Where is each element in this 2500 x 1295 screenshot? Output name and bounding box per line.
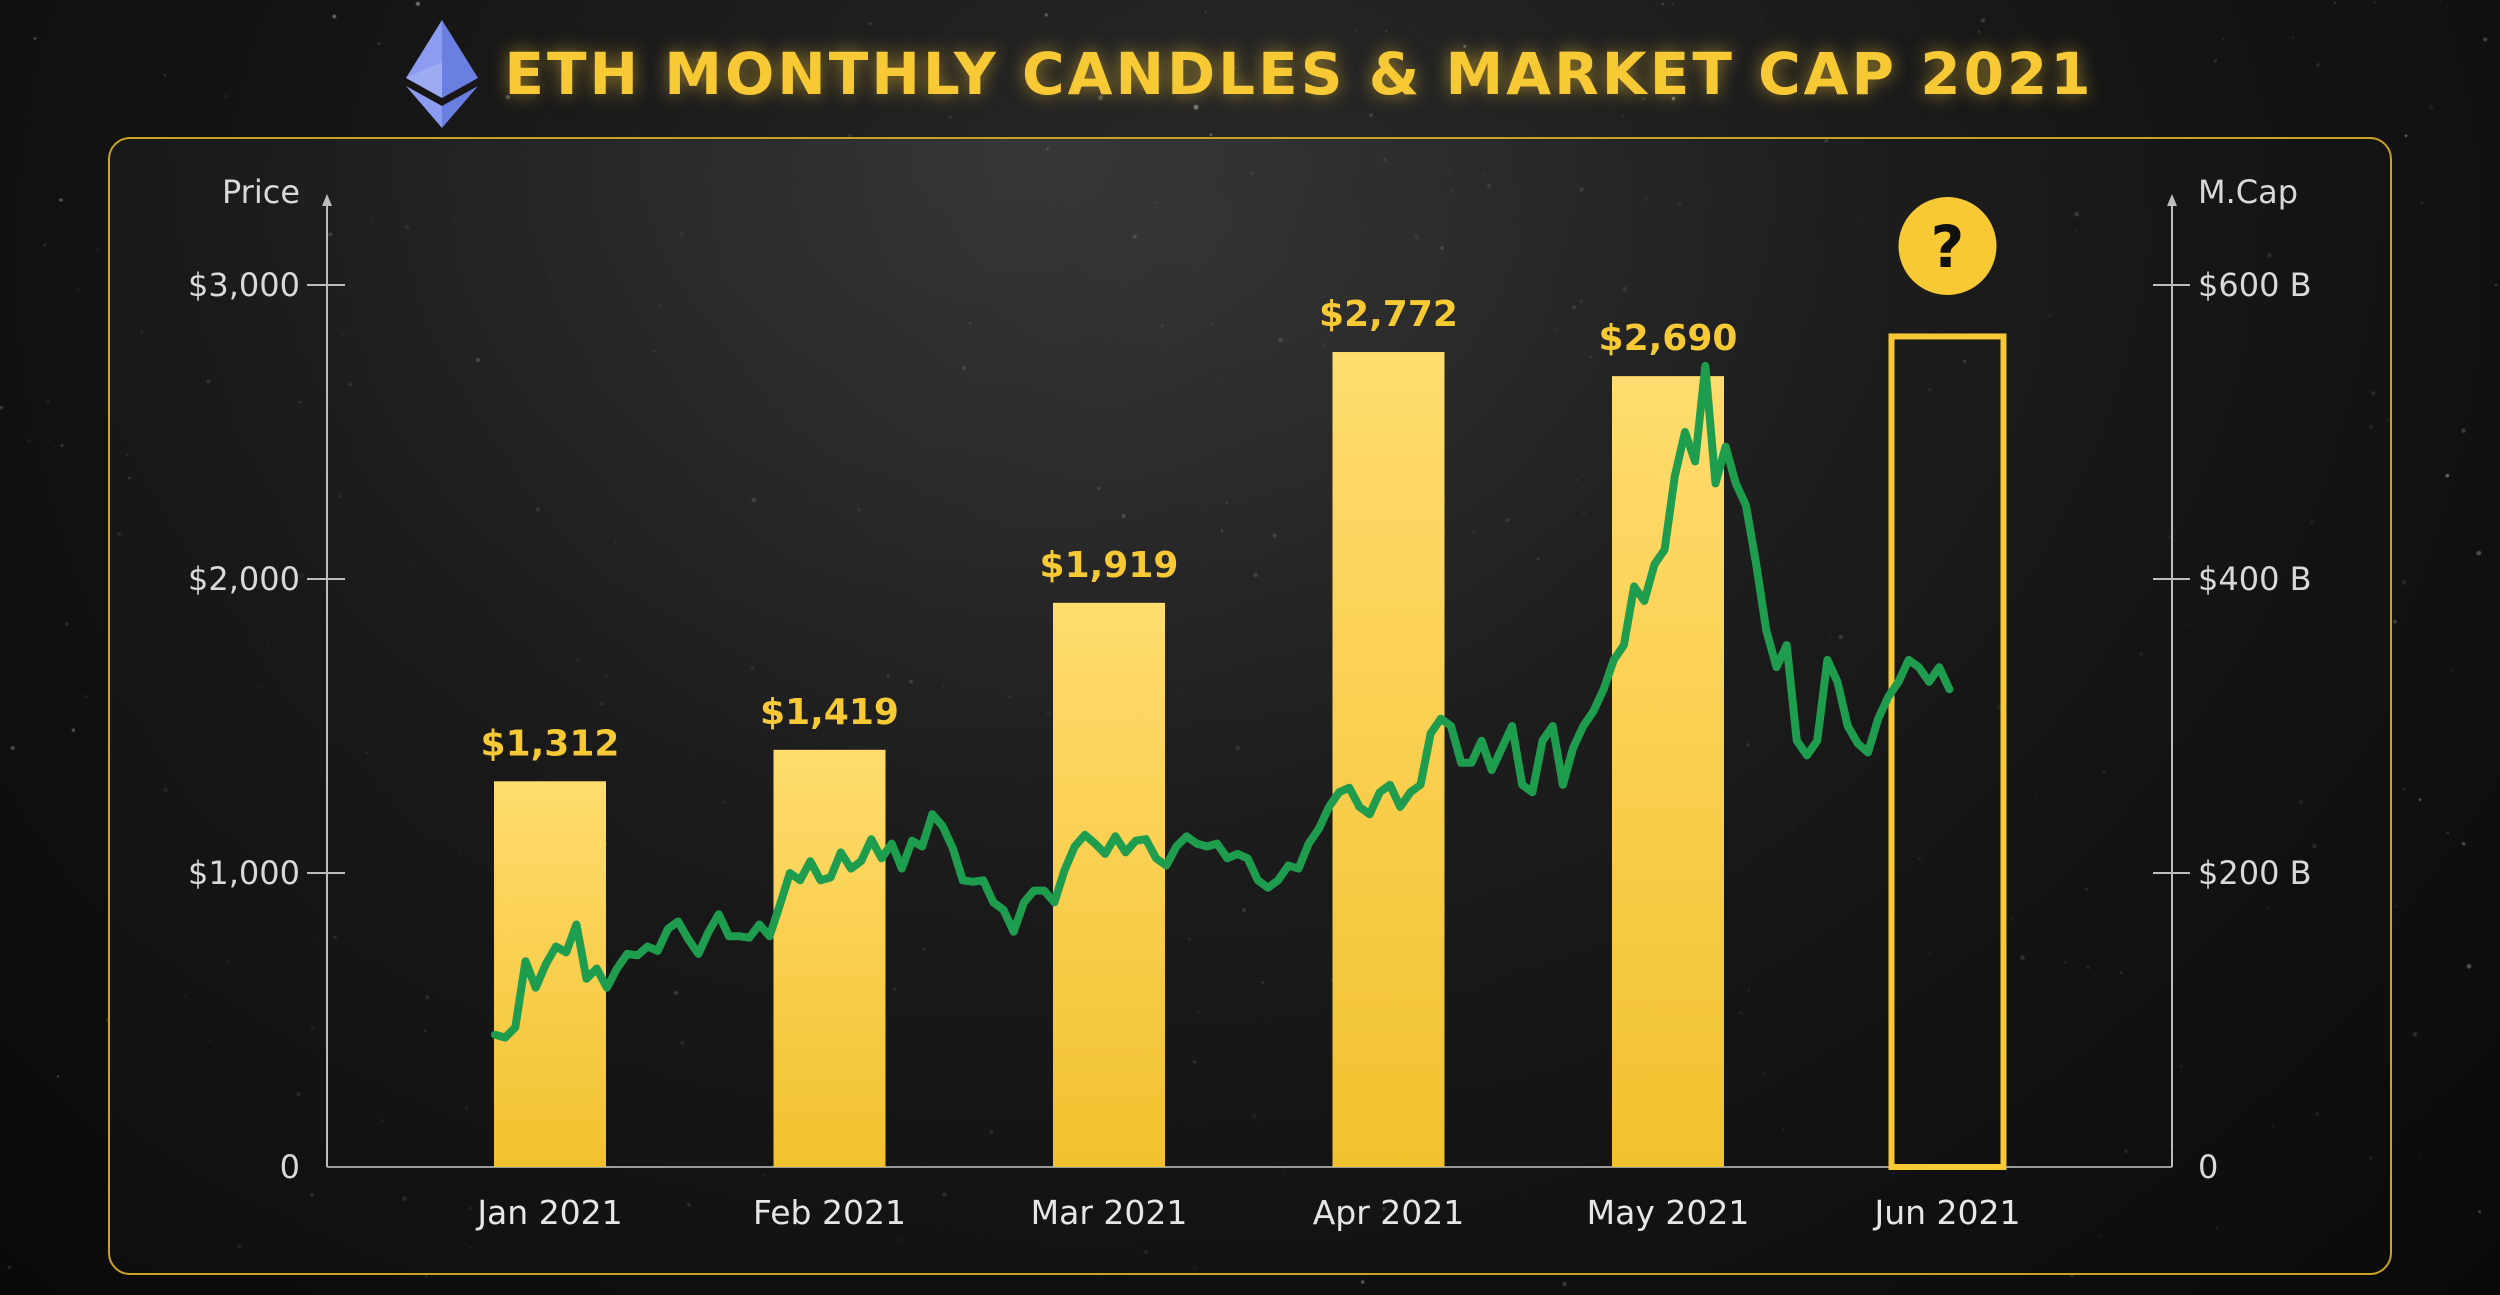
x-tick-label: Feb 2021 (753, 1193, 906, 1232)
left-axis-label: Price (222, 173, 300, 211)
bar-value-label: $1,419 (760, 692, 899, 733)
bar-value-label: $2,772 (1319, 294, 1458, 335)
category-labels: Jan 2021 Feb 2021 Mar 2021 Apr 2021 May 2021… (475, 1193, 2020, 1232)
bar-mar-2021 (1053, 602, 1165, 1167)
bar-value-label: $1,312 (481, 723, 620, 764)
ethereum-diamond-icon (406, 20, 479, 128)
chart-panel (108, 137, 2392, 1275)
bar-value-label: $1,919 (1040, 545, 1179, 586)
june-highlight-box (1888, 333, 2007, 1170)
left-axis-ticks: 0 $1,000 $2,000 $3,000 (188, 266, 345, 1186)
market-cap-line (491, 361, 1954, 1042)
x-tick-label: Apr 2021 (1313, 1193, 1465, 1232)
question-mark-icon: ? (1931, 213, 1965, 281)
left-axis-arrow (322, 194, 332, 206)
chart-header: ETH MONTHLY CANDLES & MARKET CAP 2021 (0, 14, 2500, 134)
left-tick-label: $2,000 (188, 560, 300, 598)
left-tick-label: $3,000 (188, 266, 300, 304)
x-tick-label: Jun 2021 (1872, 1193, 2020, 1232)
question-badge (1898, 197, 1997, 295)
bar-feb-2021 (773, 749, 886, 1167)
right-tick-label: $600 B (2198, 266, 2312, 304)
right-tick-label: 0 (2198, 1148, 2218, 1186)
right-tick-label: $400 B (2198, 560, 2312, 598)
bar-value-labels: $1,312 $1,419 $1,919 $2,772 $2,690 (481, 294, 1738, 764)
x-tick-label: Jan 2021 (475, 1193, 622, 1232)
right-tick-label: $200 B (2198, 854, 2312, 892)
bar-may-2021 (1612, 376, 1724, 1167)
chart-title: ETH MONTHLY CANDLES & MARKET CAP 2021 (504, 40, 2094, 108)
left-tick-label: 0 (280, 1148, 300, 1186)
x-tick-label: Mar 2021 (1031, 1193, 1188, 1232)
right-axis-label: M.Cap (2198, 173, 2298, 211)
right-axis-arrow (2167, 194, 2177, 206)
bar-value-label: $2,690 (1599, 318, 1738, 359)
left-tick-label: $1,000 (188, 854, 300, 892)
right-axis-ticks: 0 $200 B $400 B $600 B (2153, 266, 2312, 1186)
x-tick-label: May 2021 (1587, 1193, 1750, 1232)
